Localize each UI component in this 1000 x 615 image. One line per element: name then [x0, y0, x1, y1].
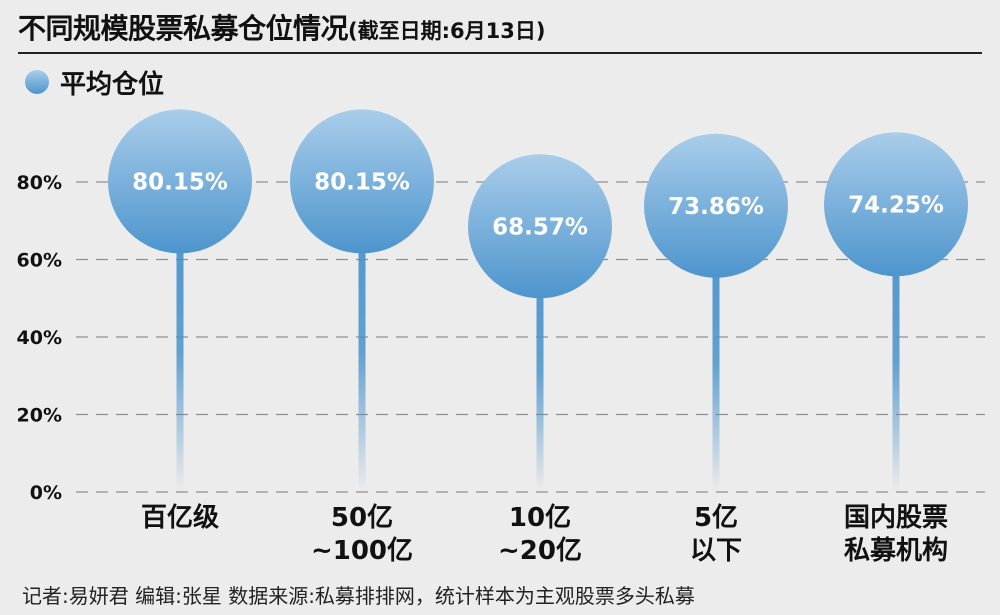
x-category-label: 5亿 [694, 503, 738, 533]
x-category-label: 10亿 [509, 503, 571, 533]
x-category-label: 国内股票 [844, 503, 948, 533]
x-category-label: 50亿 [331, 503, 393, 533]
value-bubble [824, 132, 968, 277]
x-category-label: ~100亿 [311, 536, 413, 566]
value-bubble [290, 109, 434, 254]
blue-bubble-icon [25, 70, 49, 94]
bubbles: 80.15% 80.15% 68.57% 73.86% 74.25% [108, 109, 968, 299]
source-credit: 记者:易妍君 编辑:张星 数据来源:私募排排网，统计样本为主观股票多头私募 [22, 584, 695, 608]
y-tick-label: 20% [17, 405, 62, 427]
value-label: 68.57% [492, 214, 588, 240]
stems [176, 181, 900, 493]
y-tick-label: 40% [17, 327, 62, 349]
chart-subtitle: (截至日期:6月13日) [348, 19, 546, 43]
value-bubble [468, 154, 612, 299]
x-category-label: 百亿级 [141, 502, 219, 533]
lollipop-stem [176, 181, 184, 492]
legend-label: 平均仓位 [60, 69, 164, 100]
y-tick-label: 60% [17, 250, 62, 272]
chart-header: 不同规模股票私募仓位情况(截至日期:6月13日) [18, 6, 982, 54]
lollipop-stem [358, 181, 366, 492]
y-tick-label: 80% [17, 172, 62, 194]
x-category-label: 以下 [690, 536, 742, 566]
value-label: 73.86% [668, 194, 764, 220]
x-category-label: ~20亿 [498, 536, 582, 566]
y-tick-label: 0% [30, 482, 62, 504]
chart-title: 不同规模股票私募仓位情况 [18, 12, 349, 45]
value-label: 74.25% [848, 192, 944, 218]
value-label: 80.15% [132, 169, 228, 195]
lollipop-stem [536, 226, 544, 492]
legend: 平均仓位 [25, 69, 164, 100]
lollipop-stem [712, 205, 720, 493]
value-bubble [108, 109, 252, 254]
value-label: 80.15% [314, 169, 410, 195]
x-category-label: 私募机构 [844, 536, 948, 566]
lollipop-stem [892, 204, 900, 492]
value-bubble [644, 133, 788, 278]
